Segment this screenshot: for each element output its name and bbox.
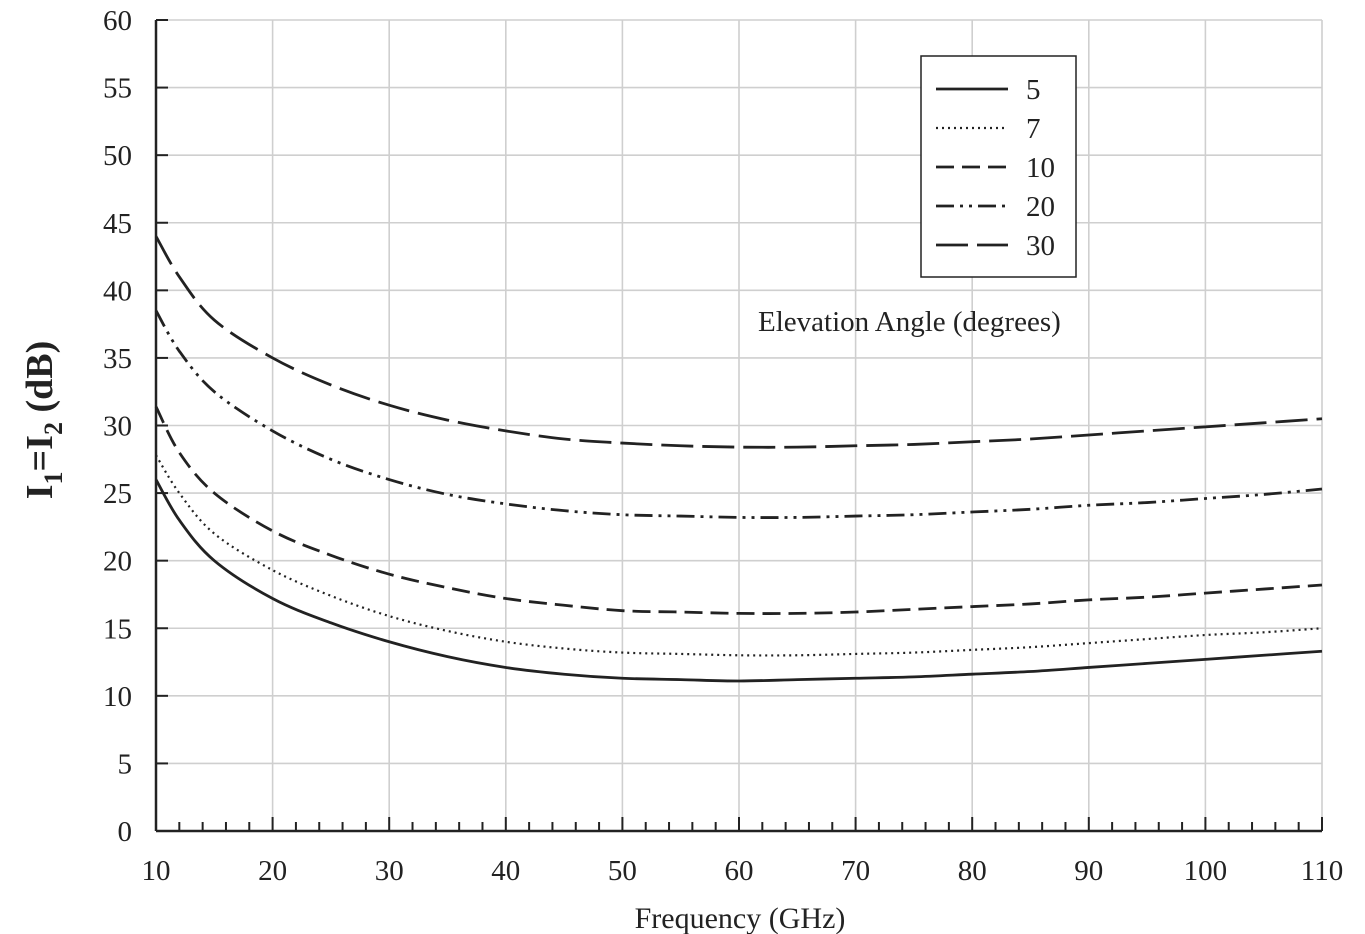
- y-axis-title-unit: (dB): [19, 341, 61, 422]
- y-tick-label: 40: [103, 275, 132, 307]
- series-line-30: [154, 235, 1323, 449]
- y-tick-label: 20: [103, 546, 132, 578]
- y-axis-title: I1=I2 (dB): [19, 341, 68, 500]
- y-tick-label: 0: [118, 816, 133, 848]
- series-line-7: [155, 454, 1323, 657]
- ticks: 0 5 10 15 20 25 30 35 40 45 50 55 60 10 20 30 40 50 60 70 80…: [103, 5, 1343, 887]
- y-tick-label: 50: [103, 140, 132, 172]
- grid: [155, 19, 1323, 832]
- x-tick-label: 100: [1184, 855, 1228, 887]
- y-tick-label: 5: [118, 748, 133, 780]
- y-axis-title-sub2: 2: [39, 422, 68, 435]
- series-group: [154, 235, 1323, 683]
- legend-label-30: 30: [1026, 230, 1055, 262]
- series-line-20: [154, 309, 1323, 519]
- y-axis-title-eq: =I: [19, 435, 61, 471]
- x-tick-label: 20: [258, 855, 287, 887]
- y-tick-label: 30: [103, 411, 132, 443]
- series-line-5: [154, 478, 1323, 683]
- x-axis-title: Frequency (GHz): [635, 902, 846, 934]
- x-tick-label: 30: [375, 855, 404, 887]
- x-tick-label: 60: [725, 855, 754, 887]
- y-tick-label: 15: [103, 613, 132, 645]
- y-tick-label: 45: [103, 208, 132, 240]
- x-tick-label: 10: [142, 855, 171, 887]
- x-tick-label: 90: [1074, 855, 1103, 887]
- legend: 5 7 10 20 30: [920, 55, 1077, 278]
- x-tick-label: 40: [491, 855, 520, 887]
- x-tick-label: 70: [841, 855, 870, 887]
- y-tick-label: 60: [103, 5, 132, 37]
- legend-label-20: 20: [1026, 191, 1055, 223]
- x-tick-label: 110: [1301, 855, 1343, 887]
- legend-label-7: 7: [1026, 113, 1041, 145]
- y-tick-label: 55: [103, 73, 132, 105]
- y-tick-label: 10: [103, 681, 132, 713]
- x-tick-label: 80: [958, 855, 987, 887]
- y-tick-label: 35: [103, 343, 132, 375]
- y-axis-title-main: I: [19, 484, 61, 499]
- legend-label-10: 10: [1026, 152, 1055, 184]
- y-tick-label: 25: [103, 478, 132, 510]
- x-tick-label: 50: [608, 855, 637, 887]
- y-axis-title-sub1: 1: [39, 471, 68, 484]
- series-line-10: [154, 405, 1323, 615]
- legend-annotation: Elevation Angle (degrees): [758, 306, 1061, 338]
- legend-label-5: 5: [1026, 74, 1041, 106]
